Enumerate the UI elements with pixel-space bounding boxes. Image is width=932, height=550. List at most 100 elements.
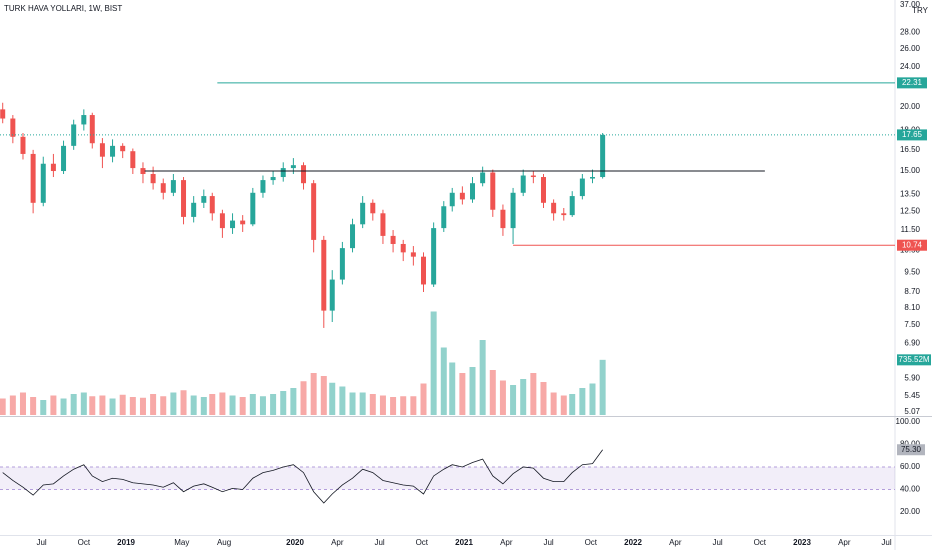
candle-body <box>339 248 345 280</box>
x-tick-label: 2019 <box>117 538 135 547</box>
y-tick-label: 13.50 <box>900 190 921 199</box>
candle-body <box>99 143 105 157</box>
rsi-tick-label: 40.00 <box>900 485 921 494</box>
volume-bar <box>50 395 57 415</box>
volume-bar <box>520 379 527 415</box>
candle-body <box>321 239 327 311</box>
candle-body <box>400 243 406 253</box>
volume-bar <box>99 395 106 415</box>
candle-body <box>530 175 536 178</box>
volume-bar <box>359 392 366 415</box>
x-tick-label: Jul <box>881 538 891 547</box>
volume-bar <box>300 381 307 415</box>
y-tick-label: 28.00 <box>900 28 921 37</box>
x-tick-label: Apr <box>838 538 851 547</box>
y-tick-label: 26.00 <box>900 44 921 53</box>
candle-body <box>410 252 416 257</box>
volume-bar <box>190 395 197 415</box>
volume-bar <box>599 359 606 415</box>
chart-title: TURK HAVA YOLLARI, 1W, BIST <box>4 4 122 13</box>
y-tick-label: 8.10 <box>904 303 920 312</box>
volume-bar <box>239 397 246 415</box>
candle-body <box>441 206 447 229</box>
volume-bar <box>489 370 496 415</box>
y-tick-label: 5.07 <box>904 407 920 416</box>
volume-bar <box>320 376 327 415</box>
volume-bar <box>219 392 226 415</box>
candle-body <box>500 209 506 229</box>
candle-body <box>350 224 356 249</box>
volume-bar <box>459 373 466 415</box>
candle-body <box>520 175 526 193</box>
volume-bar <box>579 388 586 415</box>
x-tick-label: Jul <box>712 538 722 547</box>
volume-bar <box>420 383 427 415</box>
candle-body <box>191 202 197 217</box>
volume-bar <box>339 386 346 415</box>
y-tick-label: 15.00 <box>900 166 921 175</box>
candle-body <box>181 180 187 217</box>
volume-bar <box>589 383 596 415</box>
price-badge <box>897 129 927 141</box>
volume-bar <box>150 394 157 415</box>
volume-bar <box>19 392 26 415</box>
volume-bar <box>209 394 216 415</box>
candle-body <box>589 177 595 179</box>
candle-body <box>579 178 585 197</box>
candle-body <box>30 153 36 203</box>
volume-bar <box>310 373 317 415</box>
candle-body <box>421 256 427 285</box>
volume-bar <box>440 347 447 415</box>
volume-bar <box>400 396 407 415</box>
volume-bar <box>80 392 87 415</box>
volume-bar <box>479 340 486 415</box>
volume-bar <box>280 391 287 415</box>
candle-body <box>540 177 546 203</box>
volume-bar <box>249 394 256 415</box>
candle-body <box>470 183 476 200</box>
rsi-badge <box>897 444 925 456</box>
price-badge-label: 22.31 <box>902 78 923 87</box>
volume-bar <box>180 390 187 415</box>
x-tick-label: Oct <box>416 538 429 547</box>
x-tick-label: Oct <box>754 538 767 547</box>
volume-bar <box>160 396 167 415</box>
candle-body <box>140 168 146 175</box>
y-tick-label: 12.50 <box>900 207 921 216</box>
price-badge-label: 17.65 <box>902 130 923 139</box>
candle-body <box>569 196 575 216</box>
volume-bar <box>200 397 207 415</box>
currency: TRY <box>912 6 929 15</box>
volume-bar <box>170 392 177 415</box>
candle-body <box>360 202 366 225</box>
x-tick-label: Apr <box>669 538 682 547</box>
x-tick-label: 2020 <box>286 538 304 547</box>
candle-body <box>370 202 376 214</box>
rsi-line <box>2 449 603 504</box>
volume-bar <box>9 395 16 415</box>
candle-body <box>431 228 437 285</box>
candle-body <box>561 213 567 216</box>
candle-body <box>61 145 67 172</box>
candle-body <box>40 163 46 203</box>
volume-bar <box>449 362 456 415</box>
candle-body <box>150 174 156 184</box>
rsi-tick-label: 100.00 <box>896 417 921 426</box>
candle-body <box>311 183 317 240</box>
rsi-tick-label: 80.00 <box>900 440 921 449</box>
volume-bar <box>569 394 576 415</box>
candle-body <box>81 115 87 125</box>
volume-bar <box>390 397 397 415</box>
volume-bar <box>499 380 506 415</box>
rsi-badge-label: 75.30 <box>901 445 922 454</box>
candle-body <box>120 145 126 152</box>
y-tick-label: 5.45 <box>904 391 920 400</box>
candle-body <box>260 180 266 193</box>
candle-body <box>219 213 225 229</box>
candle-body <box>449 192 455 207</box>
volume-bar <box>229 395 236 415</box>
volume-bar <box>510 385 517 415</box>
y-tick-label: 8.70 <box>904 287 920 296</box>
candle-body <box>270 177 276 181</box>
y-tick-label: 37.00 <box>900 0 921 9</box>
